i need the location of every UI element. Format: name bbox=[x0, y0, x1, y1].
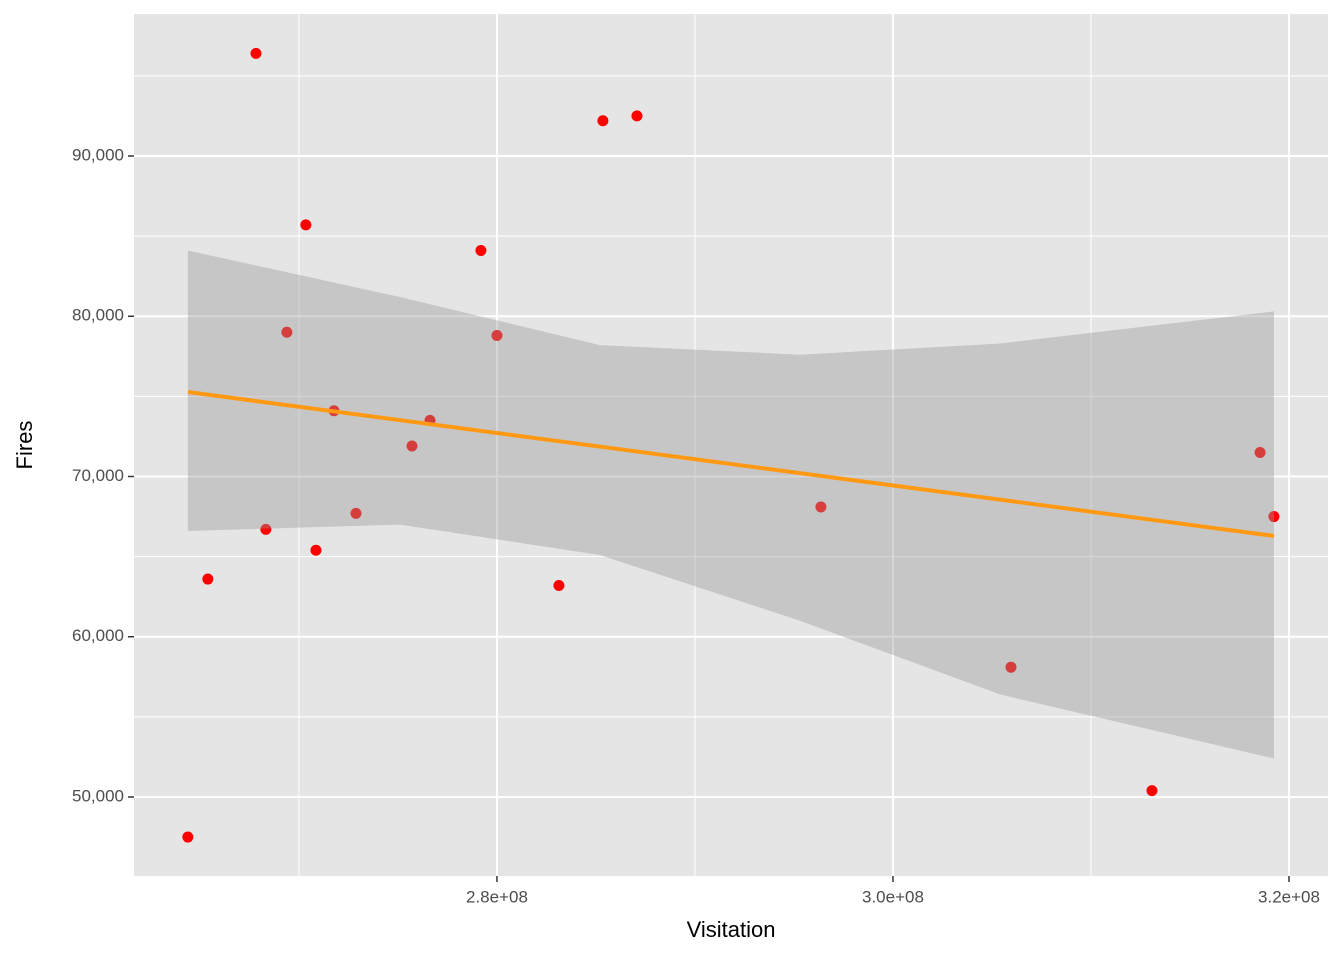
trend-line bbox=[187, 390, 1275, 538]
point bbox=[597, 115, 609, 127]
point bbox=[1268, 511, 1280, 523]
y-tick-label: 60,000 bbox=[72, 626, 124, 645]
x-tick-label: 3.0e+08 bbox=[862, 887, 924, 906]
confidence-band bbox=[187, 250, 1274, 759]
point bbox=[350, 507, 362, 519]
point bbox=[1146, 785, 1158, 797]
point bbox=[300, 219, 312, 231]
y-tick-label: 90,000 bbox=[72, 145, 124, 164]
point bbox=[406, 440, 418, 452]
y-tick-label: 50,000 bbox=[72, 786, 124, 805]
point bbox=[250, 47, 262, 59]
y-tick-label: 70,000 bbox=[72, 466, 124, 485]
y-tick-label: 80,000 bbox=[72, 306, 124, 325]
point bbox=[260, 523, 272, 535]
y-axis-title: Fires bbox=[12, 421, 37, 470]
plot-background bbox=[134, 14, 1328, 876]
x-tick-label: 2.8e+08 bbox=[466, 887, 528, 906]
x-axis-title: Visitation bbox=[687, 917, 776, 942]
point bbox=[1005, 661, 1017, 673]
point bbox=[631, 110, 643, 122]
point bbox=[1254, 446, 1266, 458]
point bbox=[475, 245, 487, 257]
point bbox=[182, 831, 194, 843]
point bbox=[553, 579, 565, 591]
point bbox=[491, 329, 503, 341]
point bbox=[310, 544, 322, 556]
point bbox=[281, 326, 293, 338]
point bbox=[202, 573, 214, 585]
x-tick-label: 3.2e+08 bbox=[1258, 887, 1320, 906]
point bbox=[815, 501, 827, 513]
